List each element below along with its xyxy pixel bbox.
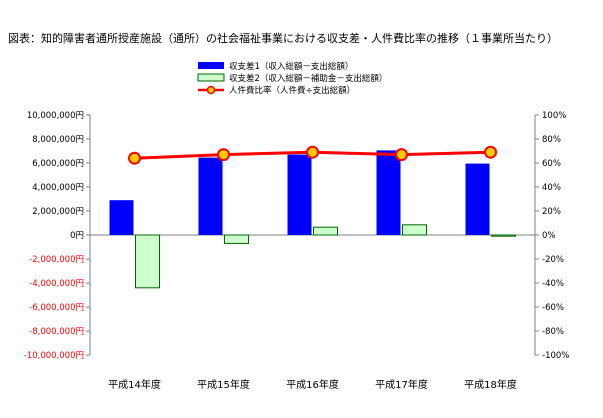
y-left-tick-label: -6,000,000円 <box>29 303 84 313</box>
y-right-tick-label: -60% <box>542 303 564 313</box>
bar-series-1-1 <box>109 200 134 235</box>
bar-series-1-3 <box>287 154 312 235</box>
y-left-tick-label: 10,000,000円 <box>27 111 84 121</box>
line-point-4 <box>395 148 408 162</box>
x-category-label: 平成15年度 <box>197 378 250 391</box>
y-left-tick-label: -4,000,000円 <box>29 279 84 289</box>
line-series <box>128 145 497 165</box>
x-category-label: 平成14年度 <box>108 378 161 391</box>
bar-series-2-2 <box>224 234 249 244</box>
x-category-label: 平成18年度 <box>464 378 517 391</box>
legend-label-1: 収支差1（収入総額－支出総額） <box>229 61 353 72</box>
chart-title: 図表：知的障害者通所授産施設（通所）の社会福祉事業における収支差・人件費比率の推… <box>8 31 558 45</box>
legend-swatch-marker <box>206 85 216 95</box>
y-right-tick-label: -100% <box>542 351 569 361</box>
legend-label-2: 収支差2（収入総額－補助金－支出総額） <box>229 73 387 84</box>
x-category-label: 平成16年度 <box>286 378 339 391</box>
y-left-tick-label: 4,000,000円 <box>32 183 84 193</box>
line-point-3 <box>306 145 319 159</box>
legend-swatch-1 <box>198 62 224 69</box>
legend: 収支差1（収入総額－支出総額）収支差2（収入総額－補助金－支出総額）人件費比率（… <box>197 61 387 96</box>
axes: -10,000,000円 -8,000,000円 -6,000,000円 -4,000… <box>24 111 570 361</box>
bar-series-1-2 <box>198 157 223 235</box>
bar-series-2-3 <box>313 226 338 236</box>
bar-series-2-1 <box>135 234 160 289</box>
y-left-tick-label: -2,000,000円 <box>29 255 84 265</box>
legend-label-3: 人件費比率（人件費÷支出総額） <box>229 85 355 96</box>
bar-series-2-5 <box>491 234 516 237</box>
y-right-tick-label: 20% <box>542 207 561 217</box>
line-point-5 <box>484 145 497 159</box>
y-left-tick-label: -8,000,000円 <box>29 327 84 337</box>
legend-swatch-2 <box>197 73 225 82</box>
category-labels: 平成14年度 平成15年度 平成16年度 平成17年度 平成18年度 <box>108 378 517 391</box>
y-right-tick-label: 0% <box>542 231 556 241</box>
y-right-tick-label: 80% <box>542 135 561 145</box>
y-right-tick-label: -20% <box>542 255 564 265</box>
y-right-tick-label: 60% <box>542 159 561 169</box>
line-point-2 <box>217 148 230 162</box>
y-right-tick-label: -80% <box>542 327 564 337</box>
y-left-tick-label: 8,000,000円 <box>32 135 84 145</box>
x-category-label: 平成17年度 <box>375 378 428 391</box>
bar-series-1-4 <box>376 150 401 235</box>
bar-series-1-5 <box>465 163 490 235</box>
y-right-tick-label: -40% <box>542 279 564 289</box>
y-right-tick-label: 40% <box>542 183 561 193</box>
y-right-tick-label: 100% <box>542 111 566 121</box>
y-left-tick-label: 0円 <box>70 231 84 241</box>
y-left-tick-label: 2,000,000円 <box>32 207 84 217</box>
bars <box>109 150 516 289</box>
bar-series-2-4 <box>402 224 427 236</box>
line-point-1 <box>128 151 141 165</box>
y-left-tick-label: -10,000,000円 <box>24 351 84 361</box>
y-left-tick-label: 6,000,000円 <box>32 159 84 169</box>
